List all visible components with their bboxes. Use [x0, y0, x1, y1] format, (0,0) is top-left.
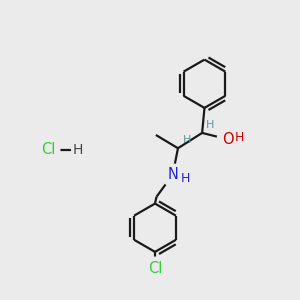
Text: Cl: Cl — [148, 261, 162, 276]
Text: H: H — [181, 172, 190, 185]
Text: H: H — [73, 143, 83, 157]
Text: H: H — [206, 120, 214, 130]
Text: N: N — [167, 167, 178, 182]
Text: H: H — [183, 135, 191, 145]
Text: O: O — [222, 132, 234, 147]
Text: H: H — [235, 131, 244, 144]
Text: Cl: Cl — [41, 142, 56, 158]
